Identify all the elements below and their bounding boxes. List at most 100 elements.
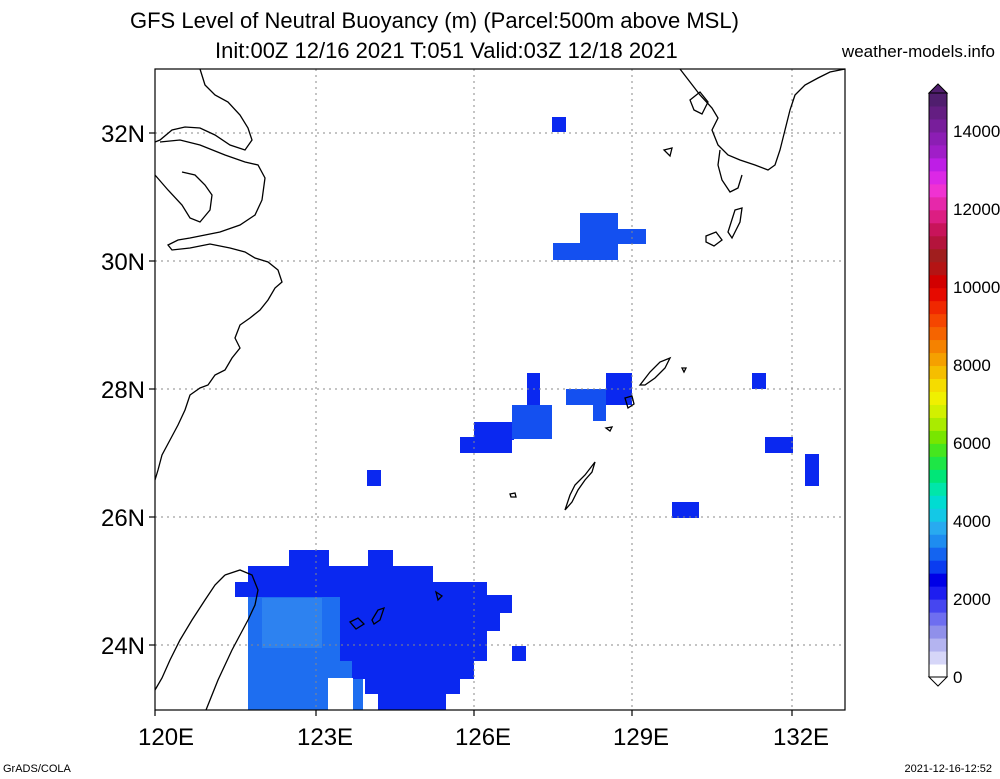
field-cell: [512, 646, 526, 661]
field-cell: [248, 662, 263, 710]
colorbar-label: 10000: [953, 278, 1000, 297]
field-cell: [512, 405, 552, 439]
axis-ticks: [149, 132, 793, 716]
colorbar-frame: [928, 92, 948, 678]
colorbar: 0 2000 4000 6000 8000 10000 12000 14000: [927, 83, 1000, 687]
field-cell: [805, 454, 819, 486]
field-cell: [618, 229, 646, 244]
colorbar-segment: [929, 508, 947, 522]
colorbar-segment: [929, 391, 947, 405]
field-cell: [553, 243, 618, 260]
colorbar-segment: [929, 183, 947, 198]
coast-china: [154, 68, 283, 481]
colorbar-label: 6000: [953, 434, 991, 453]
lon-label: 132E: [773, 724, 829, 751]
field-cell: [235, 582, 487, 597]
coast-island-b: [604, 426, 614, 432]
field-cell: [352, 659, 474, 679]
colorbar-segment: [929, 586, 947, 600]
field-cell: [248, 566, 433, 584]
colorbar-label: 4000: [953, 512, 991, 531]
field-cell: [368, 550, 393, 570]
lat-label: 24N: [101, 633, 145, 660]
colorbar-segment: [929, 313, 947, 328]
coast-taiwan: [154, 569, 259, 711]
colorbar-label: 14000: [953, 122, 1000, 141]
colorbar-segment: [929, 625, 947, 639]
coast-ryukyu-north: [638, 356, 672, 386]
buoyancy-field-mid: [512, 213, 646, 439]
coast-tanegashima: [705, 207, 743, 247]
lat-label: 26N: [101, 505, 145, 532]
lon-label: 126E: [455, 724, 511, 751]
colorbar-segment: [929, 209, 947, 224]
colorbar-labels: 0 2000 4000 6000 8000 10000 12000 14000: [953, 122, 1000, 687]
field-cell: [289, 550, 329, 570]
colorbar-segment: [929, 495, 947, 509]
footer-right: 2021-12-16-12:52: [904, 763, 992, 775]
field-cell: [580, 213, 618, 243]
colorbar-segment: [929, 196, 947, 211]
field-cell: [340, 611, 500, 631]
coast-kyushu: [679, 68, 846, 193]
coast-island-c: [509, 492, 517, 498]
coast-amami: [680, 367, 688, 374]
colorbar-segment: [929, 248, 947, 263]
colorbar-segment: [929, 352, 947, 367]
colorbar-segment: [929, 170, 947, 185]
colorbar-segment: [929, 599, 947, 613]
lat-label: 30N: [101, 249, 145, 276]
colorbar-segment: [929, 612, 947, 626]
colorbar-segment: [929, 326, 947, 341]
field-gap: [328, 678, 353, 710]
colorbar-segment: [929, 430, 947, 444]
colorbar-segment: [929, 222, 947, 237]
colorbar-segment: [929, 664, 947, 678]
field-cell: [262, 598, 322, 648]
colorbar-segment: [929, 573, 947, 587]
colorbar-segment: [929, 365, 947, 380]
field-cell: [552, 117, 566, 132]
colorbar-segment: [929, 144, 947, 159]
colorbar-segment: [929, 261, 947, 276]
colorbar-segment: [929, 560, 947, 574]
field-cell: [752, 373, 766, 389]
colorbar-label: 2000: [953, 590, 991, 609]
lat-labels: 32N 30N 28N 26N 24N: [101, 121, 145, 660]
colorbar-segment: [929, 482, 947, 496]
chart-title: GFS Level of Neutral Buoyancy (m) (Parce…: [130, 8, 739, 33]
colorbar-bottom-arrow: [927, 676, 949, 687]
colorbar-segment: [929, 534, 947, 548]
colorbar-segment: [929, 417, 947, 431]
colorbar-segment: [929, 378, 947, 392]
colorbar-segment: [929, 339, 947, 354]
colorbar-segment: [929, 131, 947, 146]
field-cell: [765, 437, 793, 453]
colorbar-segment: [929, 469, 947, 483]
lon-label: 123E: [297, 724, 353, 751]
colorbar-segment: [929, 287, 947, 302]
lon-labels: 120E 123E 126E 129E 132E: [138, 724, 829, 751]
lat-label: 28N: [101, 377, 145, 404]
buoyancy-field-light: [262, 598, 353, 710]
colorbar-segment: [929, 443, 947, 457]
colorbar-label: 0: [953, 668, 962, 687]
colorbar-top-arrow: [927, 83, 949, 94]
chart-subtitle: Init:00Z 12/16 2021 T:051 Valid:03Z 12/1…: [215, 38, 678, 63]
field-cell: [367, 470, 381, 486]
coast-goto: [662, 91, 709, 158]
colorbar-segment: [929, 118, 947, 133]
field-cell: [460, 437, 512, 453]
field-cell: [378, 692, 446, 710]
field-cell: [566, 389, 606, 405]
colorbar-segment: [929, 547, 947, 561]
field-cell: [365, 677, 460, 694]
colorbar-segments: [929, 93, 947, 678]
field-cell: [474, 422, 514, 440]
lon-label: 120E: [138, 724, 194, 751]
field-cell: [593, 405, 606, 421]
buoyancy-field-dark: [235, 117, 819, 710]
lon-label: 129E: [613, 724, 669, 751]
colorbar-label: 8000: [953, 356, 991, 375]
